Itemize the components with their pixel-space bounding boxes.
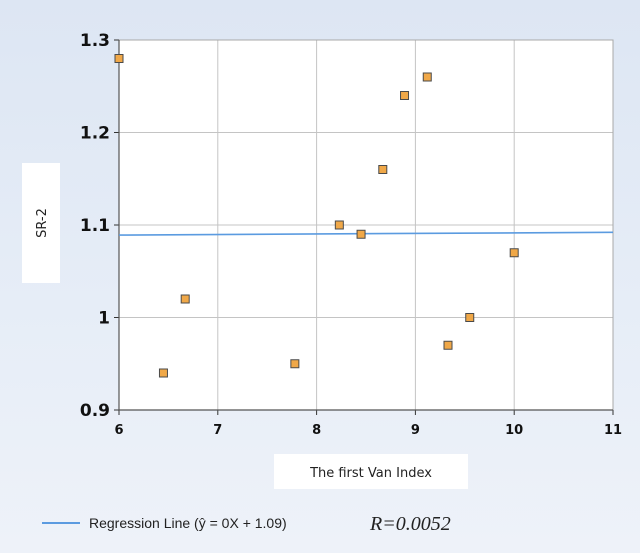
data-point-8 xyxy=(400,91,410,100)
y-tick-label: 1.3 xyxy=(80,31,110,51)
x-axis-label: The first Van Index xyxy=(309,466,432,481)
y-axis-label-box xyxy=(22,163,60,283)
x-tick-label: 10 xyxy=(505,423,523,438)
x-tick-label: 9 xyxy=(411,423,420,438)
x-tick-label: 11 xyxy=(604,423,622,438)
y-tick-labels: 0.9 1 1.1 1.2 1.3 xyxy=(80,31,110,421)
legend-label: Regression Line (ŷ = 0X + 1.09) xyxy=(89,515,287,531)
y-tick-label: 1.2 xyxy=(80,124,110,144)
data-point-3 xyxy=(180,294,190,304)
data-point-11 xyxy=(465,313,475,322)
data-point-2 xyxy=(158,368,168,378)
data-point-5 xyxy=(334,220,344,230)
data-point-4 xyxy=(290,359,300,369)
x-tick-label: 8 xyxy=(312,423,321,438)
data-point-12 xyxy=(509,248,519,258)
data-point-10 xyxy=(443,340,453,350)
data-point-7 xyxy=(378,165,388,174)
y-tick-label: 1 xyxy=(98,309,110,329)
x-axis-label-box xyxy=(274,454,468,489)
legend: Regression Line (ŷ = 0X + 1.09) xyxy=(42,515,287,531)
regression-line xyxy=(118,231,614,236)
axes xyxy=(114,39,614,415)
y-tick-label: 0.9 xyxy=(80,401,110,421)
data-point-6 xyxy=(356,229,366,239)
data-points xyxy=(114,54,519,378)
data-point-9 xyxy=(422,72,432,82)
r-value-annotation: R=0.0052 xyxy=(369,513,451,535)
y-tick-label: 1.1 xyxy=(80,216,110,236)
x-tick-label: 7 xyxy=(213,423,222,438)
y-axis-label: SR-2 xyxy=(35,208,50,238)
data-point-1 xyxy=(114,54,124,63)
x-tick-labels: 6 7 8 9 10 11 xyxy=(114,423,622,438)
x-tick-label: 6 xyxy=(114,423,123,438)
